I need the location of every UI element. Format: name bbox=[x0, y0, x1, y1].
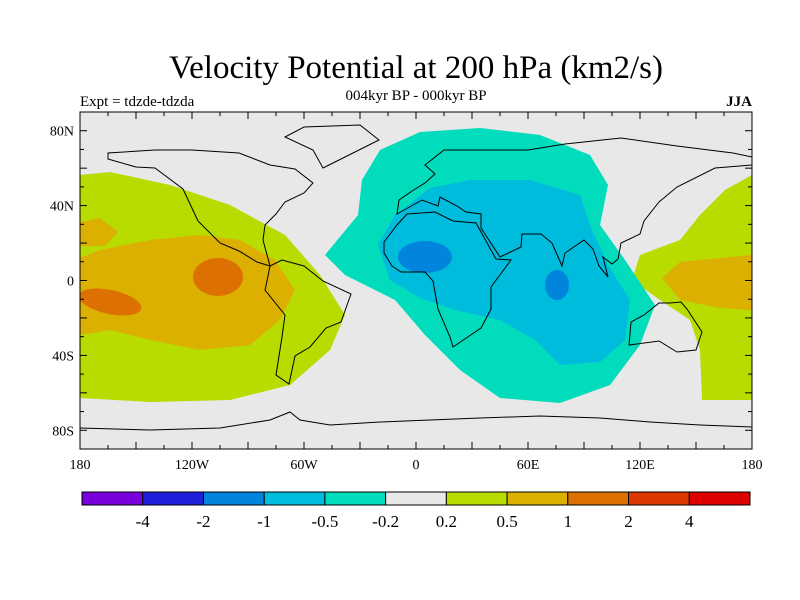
contour-neg-1-indian bbox=[545, 270, 569, 300]
colorbar-label: -4 bbox=[136, 512, 151, 531]
coastlines bbox=[80, 124, 752, 431]
colorbar-label: 4 bbox=[685, 512, 694, 531]
eurasia-outline bbox=[396, 137, 752, 278]
lat-tick-label: 80S bbox=[52, 424, 74, 439]
lat-tick-label: 0 bbox=[67, 275, 74, 290]
colorbar-label: 1 bbox=[564, 512, 573, 531]
colorbar-box bbox=[202, 491, 265, 506]
colorbar-box bbox=[81, 491, 144, 506]
lat-tick-label: 80N bbox=[50, 125, 74, 140]
colorbar-label: 2 bbox=[624, 512, 633, 531]
chart-title: Velocity Potential at 200 hPa (km2/s) bbox=[168, 50, 664, 86]
colorbar-label: -2 bbox=[196, 512, 210, 531]
colorbar-box bbox=[263, 491, 326, 506]
north-america-outline bbox=[107, 149, 314, 267]
colorbar-box bbox=[385, 491, 447, 506]
colorbar-label: 0.2 bbox=[436, 512, 457, 531]
colorbar-box bbox=[628, 491, 690, 506]
colorbar-box bbox=[506, 491, 569, 506]
contour-pos-1-eastpacific bbox=[193, 258, 243, 296]
lon-tick-label: 60E bbox=[517, 458, 540, 473]
lon-tick-label: 120E bbox=[625, 458, 655, 473]
colorbar-box bbox=[142, 491, 204, 506]
contour-neg-1-africa bbox=[398, 241, 452, 273]
period-label: 004kyr BP - 000kyr BP bbox=[345, 88, 487, 104]
contour-pos-0.5 bbox=[80, 235, 295, 350]
colorbar-label: -1 bbox=[257, 512, 271, 531]
contour-neg-0.5 bbox=[378, 180, 630, 365]
colorbar-label: -0.2 bbox=[372, 512, 399, 531]
africa-outline bbox=[383, 211, 512, 348]
contour-pos-1-centralpacific bbox=[80, 288, 142, 316]
colorbar-box bbox=[567, 491, 630, 506]
map-axes: 80N 40N 0 40S 80S 180 120W 60W 0 60E 120E 180 bbox=[50, 111, 763, 473]
experiment-label: Expt = tdzde-tdzda bbox=[80, 94, 195, 110]
colorbar-label: -0.5 bbox=[311, 512, 338, 531]
colorbar-label: 0.5 bbox=[496, 512, 517, 531]
greenland-outline bbox=[283, 124, 380, 169]
south-america-outline bbox=[264, 259, 352, 385]
antarctica-outline bbox=[80, 411, 752, 431]
colorbar-box bbox=[688, 491, 751, 506]
lat-tick-label: 40S bbox=[52, 349, 74, 364]
season-label: JJA bbox=[726, 94, 752, 110]
australia-outline bbox=[628, 301, 703, 353]
lon-tick-label: 180 bbox=[742, 458, 763, 473]
colorbar-box bbox=[445, 491, 508, 506]
map-field bbox=[80, 112, 752, 449]
lon-tick-label: 180 bbox=[70, 458, 91, 473]
lat-tick-label: 40N bbox=[50, 200, 74, 215]
colorbar: -4 -2 -1 -0.5 -0.2 0.2 0.5 1 2 4 bbox=[81, 491, 751, 531]
contour-pos-0.5-east bbox=[662, 255, 752, 310]
lon-tick-label: 60W bbox=[290, 458, 318, 473]
lon-tick-label: 0 bbox=[413, 458, 420, 473]
contour-pos-0.5-nw bbox=[80, 218, 118, 246]
colorbar-box bbox=[324, 491, 387, 506]
lon-tick-label: 120W bbox=[175, 458, 210, 473]
